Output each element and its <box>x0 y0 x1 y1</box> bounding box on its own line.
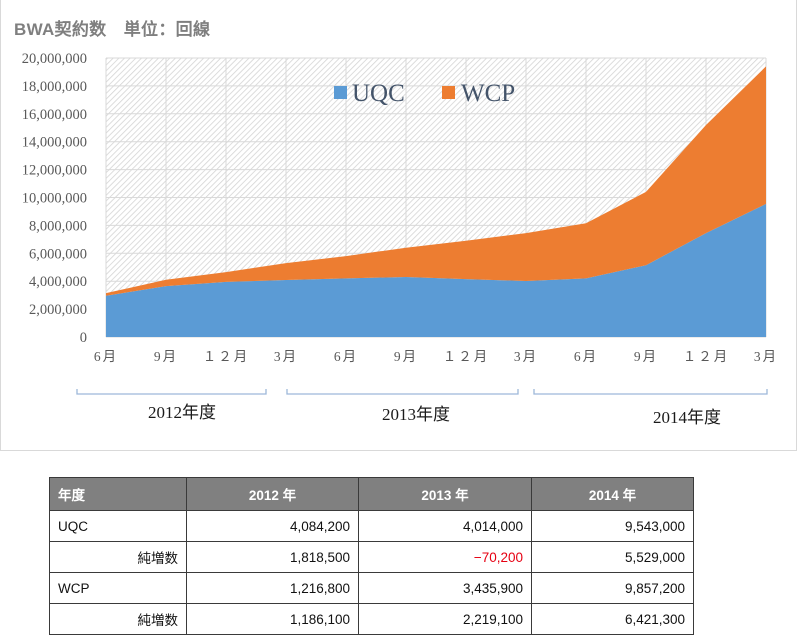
fiscal-year-2012-label: 2012年度 <box>148 403 216 422</box>
area-wcp <box>106 66 766 296</box>
bracket-2014 <box>533 389 768 395</box>
fiscal-year-2014-label: 2014年度 <box>653 408 721 427</box>
cell-value: 3,435,900 <box>358 572 532 604</box>
row-label: WCP <box>49 572 187 604</box>
row-label: UQC <box>49 510 187 542</box>
chart-container: BWA契約数 単位：回線 0 2,000,000 4,000,000 6,000,00… <box>0 0 797 451</box>
row-label: 純増数 <box>49 541 187 573</box>
x-tick-label: 6月 <box>334 349 358 364</box>
legend: UQC WCP <box>334 80 515 107</box>
x-tick-label: 9月 <box>154 349 178 364</box>
stacked-areas <box>106 66 766 337</box>
legend-wcp-swatch <box>442 86 455 99</box>
x-tick-label: １２月 <box>683 349 730 364</box>
legend-uqc-swatch <box>334 86 347 99</box>
header-2012: 2012 年 <box>186 477 359 511</box>
header-2014: 2014 年 <box>531 477 694 511</box>
y-tick-label: 4,000,000 <box>29 274 87 290</box>
fiscal-year-2013-label: 2013年度 <box>382 405 450 424</box>
cell-value: 1,186,100 <box>186 603 359 635</box>
table-row-wcp: WCP 1,216,800 3,435,900 9,857,200 <box>49 572 694 604</box>
area-uqc <box>106 203 766 337</box>
x-tick-label: 3月 <box>274 349 298 364</box>
legend-wcp-label: WCP <box>461 80 515 107</box>
cell-value: 1,818,500 <box>186 541 359 573</box>
table-row-uqc-net-increase: 純増数 1,818,500 −70,200 5,529,000 <box>49 541 694 573</box>
y-tick-label: 10,000,000 <box>22 191 87 207</box>
y-axis-ticks: 0 2,000,000 4,000,000 6,000,000 8,000,000 10,… <box>22 51 87 346</box>
fiscal-year-brackets <box>76 389 768 395</box>
y-tick-label: 14,000,000 <box>22 135 87 151</box>
cell-value: 4,014,000 <box>358 510 532 542</box>
x-tick-label: 6月 <box>574 349 598 364</box>
y-tick-label: 0 <box>80 330 87 346</box>
cell-value: 4,084,200 <box>186 510 359 542</box>
y-tick-label: 18,000,000 <box>22 79 87 95</box>
area-chart: 0 2,000,000 4,000,000 6,000,000 8,000,000 10,… <box>22 51 778 427</box>
cell-value: 6,421,300 <box>531 603 694 635</box>
cell-value-negative: −70,200 <box>358 541 532 573</box>
table-header-row: 年度 2012 年 2013 年 2014 年 <box>49 477 694 511</box>
table-row-wcp-net-increase: 純増数 1,186,100 2,219,100 6,421,300 <box>49 603 694 635</box>
y-tick-label: 8,000,000 <box>29 218 87 234</box>
x-tick-label: 9月 <box>634 349 658 364</box>
legend-uqc-label: UQC <box>352 80 405 107</box>
y-tick-label: 12,000,000 <box>22 163 87 179</box>
y-tick-label: 2,000,000 <box>29 302 87 318</box>
x-axis-ticks: 6月 9月 １２月 3月 6月 9月 １２月 3月 6月 9月 １２月 3月 <box>94 349 778 364</box>
row-label: 純増数 <box>49 603 187 635</box>
bracket-2013 <box>286 389 519 395</box>
cell-value: 9,857,200 <box>531 572 694 604</box>
table-row-uqc: UQC 4,084,200 4,014,000 9,543,000 <box>49 510 694 542</box>
chart-title: BWA契約数 単位：回線 <box>14 20 211 39</box>
x-tick-label: １２月 <box>443 349 490 364</box>
bracket-2012 <box>76 389 267 395</box>
cell-value: 9,543,000 <box>531 510 694 542</box>
y-tick-label: 20,000,000 <box>22 51 87 67</box>
header-2013: 2013 年 <box>358 477 532 511</box>
x-tick-label: 6月 <box>94 349 118 364</box>
header-fiscal-year: 年度 <box>49 477 187 511</box>
cell-value: 2,219,100 <box>358 603 532 635</box>
cell-value: 5,529,000 <box>531 541 694 573</box>
cell-value: 1,216,800 <box>186 572 359 604</box>
x-tick-label: 3月 <box>754 349 778 364</box>
x-tick-label: 9月 <box>394 349 418 364</box>
x-tick-label: 3月 <box>514 349 538 364</box>
contracts-table: 年度 2012 年 2013 年 2014 年 UQC 4,084,200 4,… <box>49 477 694 635</box>
y-tick-label: 16,000,000 <box>22 107 87 123</box>
x-tick-label: １２月 <box>203 349 250 364</box>
y-tick-label: 6,000,000 <box>29 246 87 262</box>
